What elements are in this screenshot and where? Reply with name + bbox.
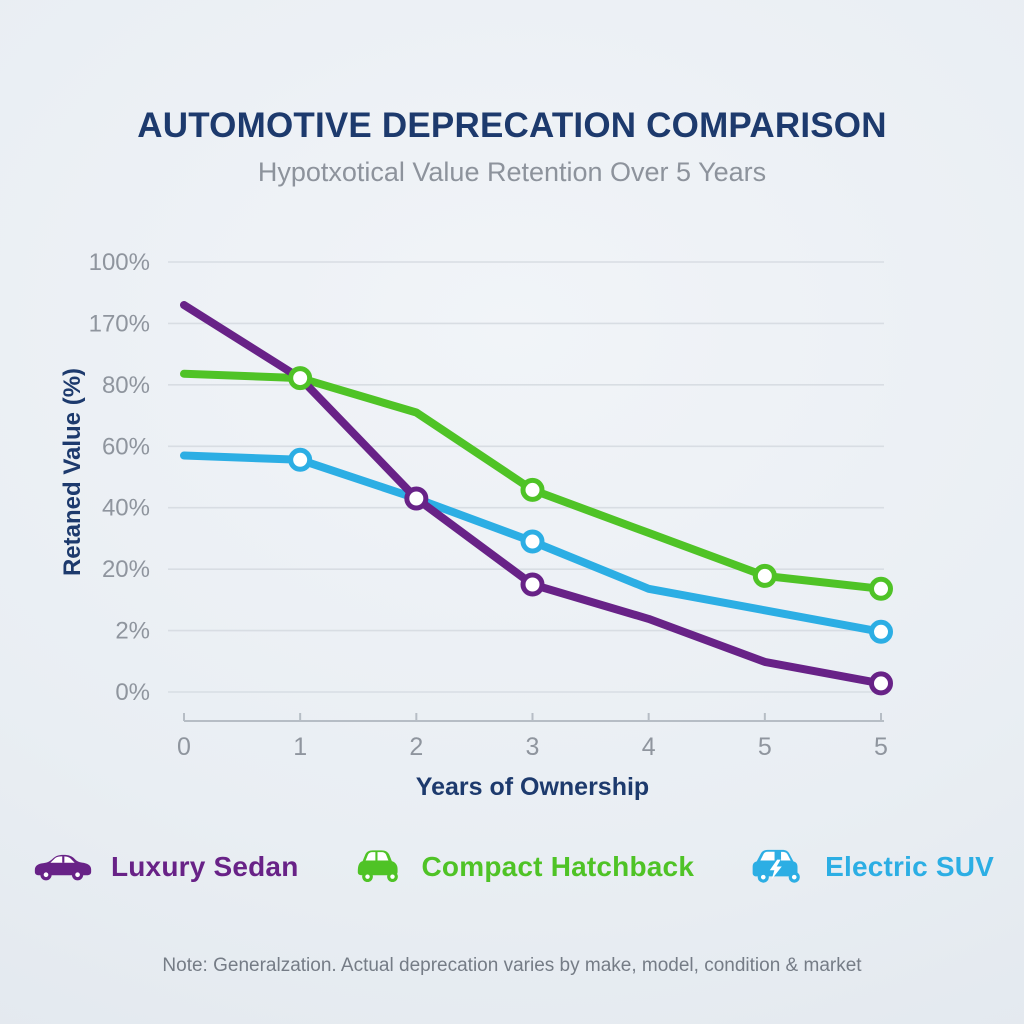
- x-axis-title: Years of Ownership: [416, 773, 649, 801]
- footnote: Note: Generalzation. Actual deprecation …: [162, 955, 862, 976]
- y-tick-label: 20%: [102, 556, 150, 583]
- data-point-marker: [869, 576, 893, 601]
- chart-title: AUTOMOTIVE DEPRECATION COMPARISON: [137, 106, 887, 145]
- data-point-marker: [288, 447, 313, 472]
- x-tick-label: 3: [526, 733, 540, 761]
- legend-item-compact-hatchback: Compact Hatchback: [353, 848, 695, 885]
- x-tick-label: 5: [758, 733, 772, 761]
- x-tick-label: 1: [293, 733, 307, 761]
- electric-suv-car-icon: [752, 849, 800, 883]
- y-tick-label: 40%: [102, 495, 150, 522]
- legend-label-luxury-sedan: Luxury Sedan: [110, 850, 299, 882]
- data-point-marker: [520, 572, 545, 597]
- legend-item-electric-suv: Electric SUV: [748, 848, 994, 885]
- x-tick-label: 0: [177, 733, 191, 761]
- legend-label-electric-suv: Electric SUV: [825, 850, 995, 882]
- data-point-marker: [869, 619, 893, 644]
- chart-subtitle: Hypotxotical Value Retention Over 5 Year…: [257, 157, 767, 187]
- x-tick-label: 4: [642, 733, 656, 761]
- legend-label-compact-hatchback: Compact Hatchback: [421, 850, 695, 882]
- y-tick-label: 100%: [89, 249, 150, 276]
- y-tick-label: 2%: [115, 618, 150, 645]
- x-tick-label: 5: [874, 733, 888, 761]
- data-point-marker: [404, 486, 429, 511]
- data-point-marker: [520, 477, 545, 502]
- y-tick-label: 0%: [115, 679, 150, 706]
- y-tick-label: 170%: [89, 310, 150, 337]
- y-tick-label: 80%: [102, 372, 150, 399]
- data-point-marker: [288, 366, 313, 391]
- legend-item-luxury-sedan: Luxury Sedan: [30, 849, 299, 884]
- hatchback-car-icon: [357, 850, 398, 883]
- legend: Luxury Sedan Compact Hatchback Electric …: [0, 848, 1024, 885]
- sedan-car-icon: [34, 854, 92, 881]
- data-point-marker: [869, 671, 893, 696]
- y-axis-title: Retaned Value (%): [59, 368, 86, 576]
- data-point-marker: [752, 563, 777, 588]
- y-tick-label: 60%: [102, 433, 150, 460]
- data-point-marker: [520, 529, 545, 554]
- x-tick-label: 2: [409, 733, 423, 761]
